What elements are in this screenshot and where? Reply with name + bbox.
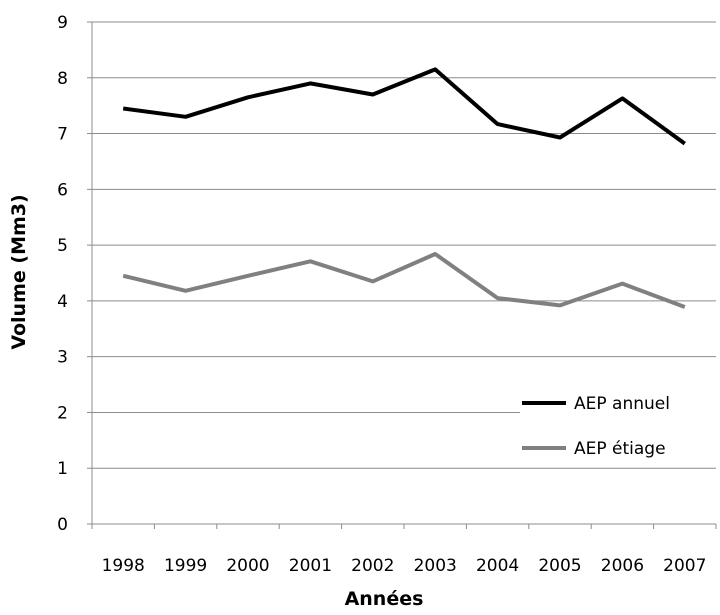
x-tick-label: 2004 <box>476 556 519 576</box>
x-tick-label: 2005 <box>538 556 581 576</box>
x-tick-label: 2006 <box>601 556 644 576</box>
x-tick-label: 2007 <box>663 556 706 576</box>
series-line-1 <box>122 67 686 146</box>
y-tick-label: 9 <box>57 13 68 33</box>
series-line-2 <box>122 252 686 309</box>
y-axis-title: Volume (Mm3) <box>8 194 30 349</box>
y-tick-label: 4 <box>57 292 68 312</box>
legend: AEP annuel AEP étiage <box>520 387 716 464</box>
y-tick-labels: 0 1 2 3 4 5 6 7 8 9 <box>57 13 68 535</box>
y-tick-label: 0 <box>57 515 68 535</box>
x-tick-label: 1998 <box>102 556 145 576</box>
x-tick-label: 2001 <box>289 556 332 576</box>
y-tick-label: 7 <box>57 125 68 145</box>
gridlines <box>92 21 716 469</box>
y-tick-label: 2 <box>57 403 68 423</box>
y-tick-label: 5 <box>57 236 68 256</box>
x-tick-label: 2002 <box>351 556 394 576</box>
x-tick-label: 2003 <box>414 556 457 576</box>
x-tick-label: 2000 <box>226 556 269 576</box>
y-tick-label: 1 <box>57 459 68 479</box>
axes <box>87 21 717 529</box>
y-tick-label: 6 <box>57 180 68 200</box>
x-axis-title: Années <box>345 588 424 610</box>
x-tick-labels: 1998 1999 2000 2001 2002 2003 2004 2005 2006 2007 <box>102 556 707 576</box>
legend-label-2: AEP étiage <box>574 439 666 459</box>
y-tick-label: 3 <box>57 348 68 368</box>
x-tick-label: 1999 <box>164 556 207 576</box>
series-lines <box>122 67 686 309</box>
y-tick-label: 8 <box>57 69 68 89</box>
legend-label-1: AEP annuel <box>574 394 670 414</box>
